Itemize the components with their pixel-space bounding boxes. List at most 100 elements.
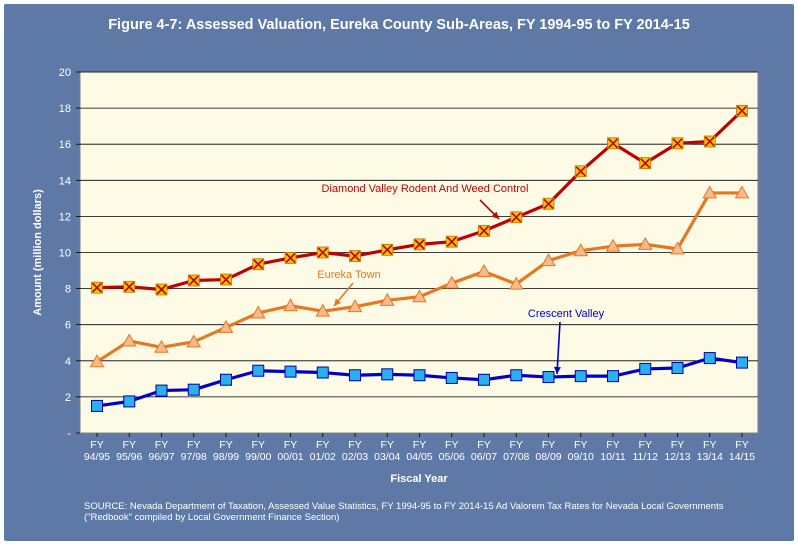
x-tick-label-line2: 14/15 xyxy=(729,451,755,463)
chart-title: Figure 4-7: Assessed Valuation, Eureka C… xyxy=(108,17,690,33)
series-crescent-valley xyxy=(91,352,748,412)
marker-cross xyxy=(124,281,135,292)
x-tick-label-line2: 07/08 xyxy=(503,451,529,463)
x-tick-label-line1: FY xyxy=(445,439,458,451)
data-point-diamond-valley xyxy=(639,157,652,170)
x-tick-label-line1: FY xyxy=(671,439,684,451)
y-tick-label: 4 xyxy=(65,356,71,368)
marker-cross xyxy=(672,138,683,149)
series-diamond-valley xyxy=(91,104,748,296)
source-note: SOURCE: Nevada Department of Taxation, A… xyxy=(84,501,724,523)
x-tick-label-line1: FY xyxy=(155,439,168,451)
annotation-arrowhead-diamond-valley xyxy=(491,211,499,219)
marker-cross xyxy=(640,158,651,169)
x-tick-label-line1: FY xyxy=(542,439,555,451)
annotation-label-eureka-town: Eureka Town xyxy=(317,269,380,281)
x-tick-label-line2: 08/09 xyxy=(535,451,561,463)
data-point-diamond-valley xyxy=(736,104,748,117)
marker-cross xyxy=(446,236,457,247)
y-axis-ticks: - 2 4 6 8 10 12 14 16 18 20 xyxy=(59,67,72,440)
marker-cross xyxy=(704,136,715,147)
series-eureka-town xyxy=(89,185,750,368)
x-tick-label-line2: 99/00 xyxy=(245,451,271,463)
data-point-crescent-valley xyxy=(91,399,103,412)
x-tick-label-line1: FY xyxy=(703,439,716,451)
x-tick-label-line1: FY xyxy=(348,439,361,451)
y-tick-label: 18 xyxy=(59,103,71,115)
data-point-diamond-valley xyxy=(607,137,619,150)
y-tick-label: 20 xyxy=(59,67,71,79)
series-annotations: Diamond Valley Rodent And Weed Control Eu… xyxy=(317,183,605,375)
marker-cross xyxy=(91,282,103,293)
data-point-eureka-town xyxy=(605,238,621,252)
data-point-crescent-valley xyxy=(671,362,684,375)
data-point-diamond-valley xyxy=(349,250,361,263)
annotation-label-diamond-valley: Diamond Valley Rodent And Weed Control xyxy=(322,183,529,195)
y-tick-label: 14 xyxy=(59,175,71,187)
y-tick-label: - xyxy=(67,428,71,440)
data-point-crescent-valley xyxy=(349,369,361,382)
y-tick-label: 2 xyxy=(65,392,71,404)
data-point-eureka-town xyxy=(315,303,331,317)
x-tick-label-line1: FY xyxy=(639,439,652,451)
x-tick-label-line2: 01/02 xyxy=(310,451,336,463)
x-tick-label-line2: 11/12 xyxy=(633,451,659,463)
x-tick-label-line1: FY xyxy=(510,439,523,451)
annotation-arrowhead-crescent-valley xyxy=(553,366,561,374)
data-point-eureka-town xyxy=(508,276,524,290)
data-point-crescent-valley xyxy=(381,368,394,381)
grid-lines xyxy=(76,71,758,437)
data-point-diamond-valley xyxy=(413,238,426,251)
data-point-diamond-valley xyxy=(252,258,265,271)
data-point-diamond-valley xyxy=(574,165,587,178)
y-tick-label: 8 xyxy=(65,284,71,296)
x-tick-label-line2: 98/99 xyxy=(213,451,239,463)
x-tick-label-line2: 97/98 xyxy=(181,451,207,463)
data-point-crescent-valley xyxy=(316,366,329,379)
marker-cross xyxy=(543,198,554,209)
data-point-crescent-valley xyxy=(155,384,168,397)
data-point-eureka-town xyxy=(412,289,427,303)
data-point-crescent-valley xyxy=(736,356,748,369)
data-point-eureka-town xyxy=(541,253,556,267)
data-point-eureka-town xyxy=(186,334,202,348)
data-point-crescent-valley xyxy=(284,365,297,378)
x-tick-label-line1: FY xyxy=(381,439,394,451)
x-tick-label-line2: 09/10 xyxy=(568,451,594,463)
data-point-diamond-valley xyxy=(671,137,684,150)
series-group xyxy=(89,104,750,412)
data-point-diamond-valley xyxy=(284,252,297,264)
x-tick-label-line1: FY xyxy=(90,439,103,451)
data-point-crescent-valley xyxy=(220,373,232,386)
marker-cross xyxy=(478,225,490,236)
x-tick-label-line2: 02/03 xyxy=(342,451,368,463)
data-point-eureka-town xyxy=(702,185,718,199)
marker-cross xyxy=(575,166,586,177)
marker-cross xyxy=(285,252,296,263)
marker-cross xyxy=(607,138,619,149)
x-tick-label-line1: FY xyxy=(252,439,265,451)
marker-cross xyxy=(736,105,748,116)
data-point-eureka-town xyxy=(379,292,395,306)
x-tick-label-line2: 04/05 xyxy=(406,451,432,463)
data-point-eureka-town xyxy=(283,298,298,312)
x-tick-label-line1: FY xyxy=(735,439,748,451)
data-point-diamond-valley xyxy=(542,197,555,210)
x-tick-label-line1: FY xyxy=(606,439,619,451)
x-tick-label-line2: 03/04 xyxy=(374,451,400,463)
data-point-diamond-valley xyxy=(123,280,136,293)
annotation-arrowhead-eureka-town xyxy=(334,298,342,306)
data-point-crescent-valley xyxy=(413,369,426,382)
data-point-eureka-town xyxy=(734,185,750,199)
data-point-crescent-valley xyxy=(187,383,200,396)
x-axis-ticks: FY94/95FY95/96FY96/97FY97/98FY98/99FY99/… xyxy=(84,439,755,463)
data-point-crescent-valley xyxy=(574,370,587,383)
x-tick-label-line1: FY xyxy=(123,439,136,451)
data-point-diamond-valley xyxy=(220,273,232,286)
x-tick-label-line2: 10/11 xyxy=(600,451,626,463)
data-point-eureka-town xyxy=(218,319,234,333)
data-point-crescent-valley xyxy=(445,371,458,384)
data-point-eureka-town xyxy=(573,243,589,257)
y-tick-label: 6 xyxy=(65,320,71,332)
